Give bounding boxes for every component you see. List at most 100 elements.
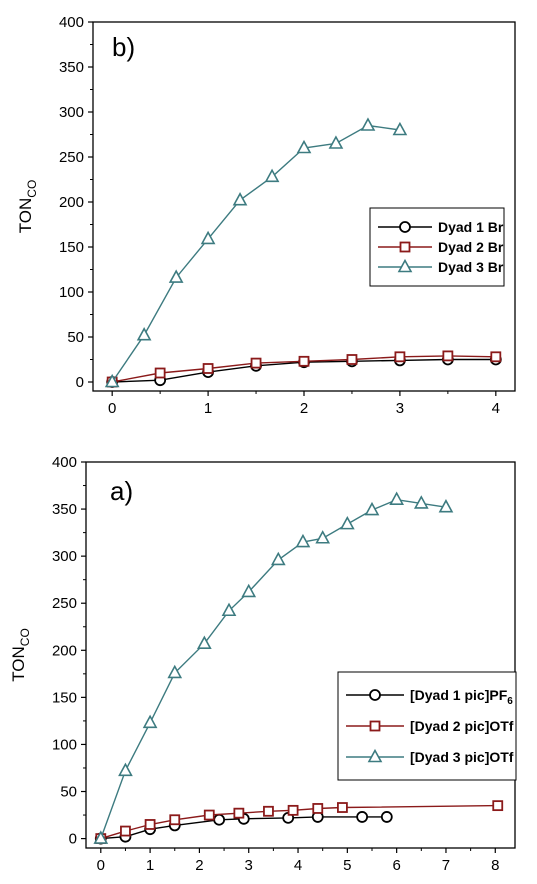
data-point-series-3 — [315, 530, 331, 544]
y-tick-label: 250 — [52, 595, 77, 612]
x-tick-label: 1 — [204, 400, 212, 417]
data-point-series-3 — [196, 635, 212, 650]
data-point-series-2 — [492, 800, 504, 812]
y-tick-label: 100 — [59, 284, 84, 301]
x-tick-label: 7 — [442, 857, 450, 874]
y-tick-label: 400 — [52, 454, 77, 471]
data-point-series-2 — [263, 805, 274, 817]
plot-frame — [92, 21, 516, 392]
data-point-series-3 — [392, 121, 408, 136]
panel-label: a) — [110, 476, 133, 506]
data-point-series-3 — [270, 551, 286, 566]
x-tick-label: 5 — [343, 857, 351, 874]
y-tick-label: 50 — [60, 784, 77, 801]
y-tick-label: 100 — [52, 736, 77, 753]
legend-label: [Dyad 2 pic]OTf — [410, 718, 514, 734]
panel-b: 0 50 100 150 200 250 300 350 400 0 1 2 3 4 TONCO b) Dyad… — [16, 14, 516, 417]
data-point-series-2 — [144, 819, 156, 830]
data-point-series-3 — [104, 373, 120, 388]
series-line-1 — [100, 816, 387, 840]
panel-label: b) — [112, 32, 135, 62]
y-tick-label: 200 — [59, 194, 84, 211]
legend-label: [Dyad 3 pic]OTf — [410, 749, 514, 765]
x-tick-label: 6 — [392, 857, 400, 874]
x-tick-label: 3 — [396, 400, 404, 417]
data-point-series-2 — [442, 350, 454, 362]
data-point-series-3 — [389, 491, 405, 505]
data-point-series-2 — [120, 825, 131, 837]
x-tick-label: 8 — [491, 857, 499, 874]
x-tick-label: 4 — [492, 400, 500, 417]
data-point-series-2 — [202, 363, 214, 374]
data-point-series-3 — [360, 117, 376, 131]
data-point-series-2 — [250, 357, 262, 369]
y-tick-label: 350 — [59, 59, 84, 76]
legend-label: [Dyad 1 pic]PF6 — [410, 687, 513, 707]
y-tick-label: 0 — [76, 374, 84, 391]
y-tick-label: 400 — [59, 14, 84, 31]
x-tick-label: 3 — [245, 857, 253, 874]
data-point-series-3 — [364, 501, 380, 516]
y-axis-title: TONCO — [16, 180, 39, 234]
x-tick-label: 1 — [146, 857, 154, 874]
legend-marker — [369, 689, 381, 701]
plot-frame — [85, 461, 516, 849]
legend-marker — [369, 720, 381, 732]
legend-marker — [367, 748, 383, 763]
series-line-3 — [100, 498, 447, 839]
data-point-series-3 — [296, 139, 312, 154]
y-axis-title: TONCO — [9, 628, 32, 682]
data-point-series-3 — [93, 830, 109, 844]
data-point-series-3 — [232, 192, 248, 206]
data-point-series-1 — [356, 811, 369, 823]
data-point-series-2 — [490, 351, 502, 363]
legend-label: Dyad 3 Br — [438, 259, 504, 275]
data-point-series-3 — [136, 327, 152, 341]
data-point-series-2 — [337, 802, 348, 813]
x-tick-label: 2 — [195, 857, 203, 874]
data-point-series-2 — [346, 354, 358, 365]
data-point-series-2 — [312, 803, 324, 814]
legend-marker — [399, 221, 411, 233]
y-tick-label: 200 — [52, 642, 77, 659]
legend-marker — [399, 241, 411, 253]
data-point-series-3 — [339, 515, 355, 530]
data-point-series-3 — [142, 714, 158, 729]
data-point-series-2 — [169, 814, 181, 826]
data-point-series-2 — [298, 355, 310, 367]
data-point-series-3 — [438, 499, 454, 513]
x-tick-label: 2 — [300, 400, 308, 417]
data-point-series-2 — [394, 351, 406, 363]
data-point-series-3 — [328, 135, 344, 149]
data-point-series-3 — [200, 230, 216, 245]
data-point-series-3 — [241, 583, 257, 598]
data-point-series-2 — [154, 367, 166, 379]
legend-marker — [397, 258, 413, 273]
data-point-series-3 — [295, 533, 311, 548]
legend-label: Dyad 2 Br — [438, 239, 504, 255]
data-point-series-2 — [233, 807, 245, 819]
series-line-3 — [111, 124, 400, 383]
y-tick-label: 300 — [52, 548, 77, 565]
data-point-series-3 — [167, 664, 183, 679]
y-tick-label: 0 — [69, 831, 77, 848]
y-tick-label: 250 — [59, 149, 84, 166]
panel-a: 0 50 100 150 200 250 300 350 400 0 1 2 3 4 5 6 7 8 TONCO Ir… — [9, 454, 517, 884]
x-tick-label: 0 — [97, 857, 105, 874]
data-point-series-1 — [380, 811, 393, 823]
data-point-series-2 — [287, 804, 299, 816]
data-point-series-3 — [221, 602, 237, 617]
x-tick-label: 0 — [108, 400, 116, 417]
data-point-series-2 — [203, 809, 215, 821]
data-point-series-3 — [168, 269, 184, 283]
y-tick-label: 350 — [52, 501, 77, 518]
data-point-series-1 — [213, 813, 226, 826]
series-line-2 — [100, 804, 498, 840]
data-point-series-3 — [413, 495, 429, 509]
data-point-series-3 — [118, 762, 133, 777]
legend-label: Dyad 1 Br — [438, 219, 504, 235]
y-tick-label: 300 — [59, 104, 84, 121]
data-point-series-3 — [264, 168, 280, 183]
x-tick-label: 4 — [294, 857, 302, 874]
